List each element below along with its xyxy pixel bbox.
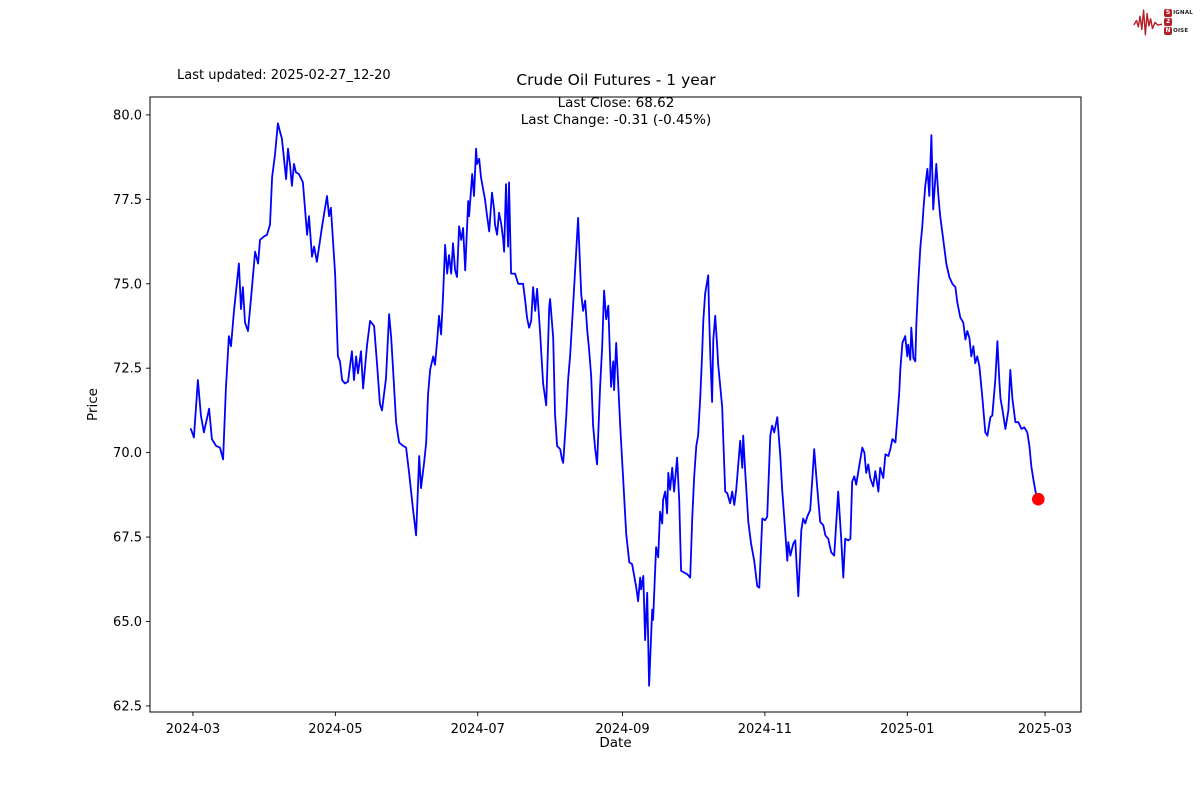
price-line: [189, 122, 1040, 687]
logo-badge-s: S: [1164, 8, 1173, 17]
y-tick-label: 70.0: [113, 446, 142, 461]
waveform-icon: [1133, 9, 1163, 36]
y-tick-label: 80.0: [113, 108, 142, 123]
plot-frame: [149, 96, 1082, 713]
last-close-annotation: Last Close: 68.62 Last Change: -0.31 (-0…: [521, 95, 711, 129]
brand-logo-text: S IGNAL 2 N OISE: [1164, 8, 1193, 35]
y-tick-label: 77.5: [113, 193, 142, 208]
y-tick-label: 62.5: [113, 699, 142, 714]
x-tick-label: 2024-09: [595, 722, 649, 737]
logo-rest-ignal: IGNAL: [1173, 9, 1193, 16]
logo-rest-oise: OISE: [1173, 27, 1189, 34]
x-tick-label: 2024-05: [308, 722, 362, 737]
x-tick-label: 2025-01: [880, 722, 934, 737]
last-close-line: Last Close: 68.62: [557, 95, 675, 111]
y-axis-label: Price: [85, 388, 101, 421]
logo-row-2: 2: [1164, 17, 1193, 26]
brand-logo: S IGNAL 2 N OISE: [1133, 5, 1193, 38]
x-tick-label: 2024-03: [166, 722, 220, 737]
y-tick-label: 67.5: [113, 531, 142, 546]
y-tick-label: 65.0: [113, 615, 142, 630]
x-tick-label: 2024-07: [451, 722, 505, 737]
last-updated-text: Last updated: 2025-02-27_12-20: [177, 68, 391, 83]
logo-row-noise: N OISE: [1164, 26, 1193, 35]
logo-badge-n: N: [1164, 26, 1173, 35]
y-tick-label: 72.5: [113, 362, 142, 377]
last-price-marker: [1031, 492, 1045, 506]
last-change-line: Last Change: -0.31 (-0.45%): [520, 112, 712, 128]
x-tick-label: 2024-11: [738, 722, 792, 737]
logo-row-signal: S IGNAL: [1164, 8, 1193, 17]
logo-badge-2: 2: [1164, 17, 1173, 26]
x-axis-label: Date: [599, 735, 631, 751]
page-title: Crude Oil Futures - 1 year: [516, 71, 716, 89]
x-tick-label: 2025-03: [1018, 722, 1072, 737]
y-tick-label: 75.0: [113, 277, 142, 292]
